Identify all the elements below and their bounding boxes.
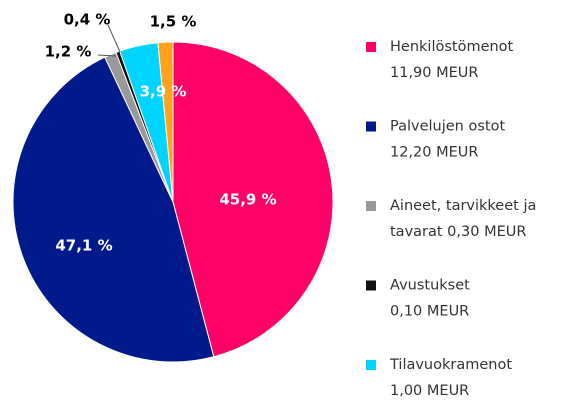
legend-swatch [366, 201, 376, 211]
leader-line [97, 54, 117, 57]
legend-label: Tilavuokramenot [389, 357, 512, 373]
data-label: 1,2 % [45, 43, 92, 61]
legend-label: Avustukset [390, 278, 470, 294]
legend-swatch [366, 42, 376, 52]
legend-detail: 0,10 MEUR [390, 304, 469, 320]
data-label: 47,1 % [55, 237, 112, 255]
leader-line [107, 24, 121, 53]
data-label: 0,4 % [64, 11, 111, 29]
legend-swatch [366, 280, 376, 291]
legend-swatch [366, 360, 376, 370]
pie-slice [12, 56, 215, 363]
data-label: 3,9 % [140, 83, 187, 101]
legend-swatch [366, 121, 376, 132]
legend-detail: 11,90 MEUR [390, 65, 478, 81]
pie-slice [157, 41, 174, 203]
legend-detail: tavarat 0,30 MEUR [390, 224, 526, 240]
pie-slice [172, 41, 334, 358]
legend-label: Palvelujen ostot [390, 119, 505, 135]
data-label: 1,5 % [150, 13, 197, 31]
legend-label: Henkilöstömenot [390, 39, 514, 55]
legend-detail: 1,00 MEUR [390, 383, 469, 399]
legend-detail: 12,20 MEUR [390, 145, 478, 161]
legend-label: Aineet, tarvikkeet ja [390, 198, 536, 214]
data-label: 45,9 % [219, 191, 276, 209]
